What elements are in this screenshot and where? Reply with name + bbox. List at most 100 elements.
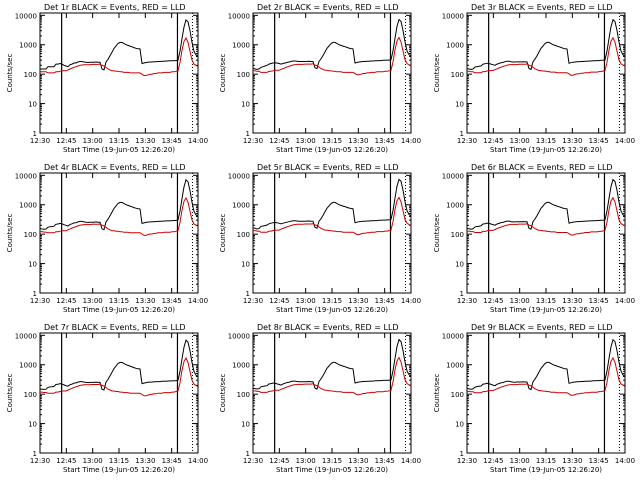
- series-lld-line: [40, 36, 199, 76]
- y-tick-label: 1: [460, 130, 464, 138]
- y-tick-label: 10: [241, 101, 250, 109]
- y-tick-label: 100: [237, 231, 250, 239]
- x-tick-label: 12:30: [243, 137, 263, 145]
- series-events-line: [40, 18, 199, 71]
- x-tick-label: 13:30: [348, 297, 368, 305]
- y-tick-label: 10: [455, 101, 464, 109]
- x-tick-label: 13:00: [83, 137, 103, 145]
- y-tick-label: 10: [28, 101, 37, 109]
- series-events-line: [39, 178, 199, 231]
- x-tick-label: 13:30: [562, 137, 582, 145]
- x-tick-label: 13:45: [589, 137, 609, 145]
- x-tick-label: 13:15: [322, 457, 342, 465]
- x-tick-label: 13:15: [322, 297, 342, 305]
- plot-title: Det 6r BLACK = Events, RED = LLD: [471, 163, 613, 172]
- x-tick-label: 13:15: [109, 297, 129, 305]
- y-tick-label: 1000: [446, 202, 464, 210]
- x-tick-label: 13:30: [135, 457, 155, 465]
- series-events-line: [252, 178, 412, 230]
- y-tick-label: 10: [28, 421, 37, 429]
- x-tick-label: 12:45: [483, 137, 503, 145]
- series-events-line: [252, 338, 412, 390]
- series-lld-line: [253, 356, 412, 396]
- plot-panel: Det 7r BLACK = Events, RED = LLD 1 10 100 10…: [6, 323, 208, 474]
- x-tick-label: 13:15: [109, 457, 129, 465]
- y-tick-label: 100: [451, 71, 464, 79]
- x-tick-label: 13:30: [562, 457, 582, 465]
- x-tick-label: 13:15: [109, 137, 129, 145]
- x-axis-label: Start Time (19-Jun-05 12:26:20): [490, 146, 602, 154]
- x-tick-label: 14:00: [188, 137, 208, 145]
- x-tick-label: 14:00: [615, 137, 635, 145]
- plot-title: Det 4r BLACK = Events, RED = LLD: [44, 163, 186, 172]
- x-axis-label: Start Time (19-Jun-05 12:26:20): [490, 466, 602, 474]
- plot-title: Det 9r BLACK = Events, RED = LLD: [471, 323, 613, 332]
- y-tick-label: 10000: [442, 172, 464, 180]
- series-events-line: [252, 18, 412, 70]
- x-tick-label: 14:00: [401, 137, 421, 145]
- y-axis-label: Counts/sec: [219, 54, 227, 93]
- series-events-line: [39, 339, 199, 391]
- plot-title: Det 7r BLACK = Events, RED = LLD: [44, 323, 186, 332]
- x-tick-label: 13:45: [162, 297, 182, 305]
- x-tick-label: 13:00: [510, 457, 530, 465]
- plot-frame: [252, 172, 412, 294]
- x-tick-label: 13:15: [536, 297, 556, 305]
- y-tick-label: 100: [237, 71, 250, 79]
- plot-panel: Det 5r BLACK = Events, RED = LLD 1 10 100 10…: [219, 163, 421, 314]
- y-tick-label: 10000: [15, 332, 37, 340]
- y-tick-label: 10000: [228, 172, 250, 180]
- x-tick-label: 14:00: [615, 297, 635, 305]
- x-axis-label: Start Time (19-Jun-05 12:26:20): [63, 146, 175, 154]
- plot-title: Det 8r BLACK = Events, RED = LLD: [257, 323, 399, 332]
- plot-panel: Det 9r BLACK = Events, RED = LLD 1 10 100 10…: [433, 323, 635, 474]
- y-tick-label: 1000: [232, 202, 250, 210]
- x-tick-label: 13:45: [375, 297, 395, 305]
- series-events-line: [466, 338, 626, 391]
- y-tick-label: 100: [24, 391, 37, 399]
- x-tick-label: 13:15: [322, 137, 342, 145]
- y-axis-label: Counts/sec: [433, 214, 441, 253]
- x-tick-label: 12:30: [457, 137, 477, 145]
- x-tick-label: 13:00: [83, 457, 103, 465]
- y-tick-label: 10000: [228, 12, 250, 20]
- y-tick-label: 1: [246, 450, 250, 458]
- x-tick-label: 13:30: [348, 457, 368, 465]
- y-tick-label: 10: [241, 421, 250, 429]
- series-lld-line: [253, 196, 412, 236]
- y-tick-label: 10: [455, 421, 464, 429]
- x-axis-label: Start Time (19-Jun-05 12:26:20): [63, 466, 175, 474]
- y-axis-label: Counts/sec: [6, 214, 14, 253]
- x-tick-label: 13:45: [162, 137, 182, 145]
- plot-title: Det 5r BLACK = Events, RED = LLD: [257, 163, 399, 172]
- x-tick-label: 13:15: [536, 457, 556, 465]
- y-tick-label: 1: [33, 290, 37, 298]
- x-tick-label: 13:15: [536, 137, 556, 145]
- x-tick-label: 12:45: [56, 457, 76, 465]
- series-events-line: [466, 18, 626, 71]
- y-tick-label: 10000: [228, 332, 250, 340]
- x-tick-label: 14:00: [615, 457, 635, 465]
- x-tick-label: 12:45: [269, 297, 289, 305]
- y-tick-label: 1000: [19, 202, 37, 210]
- y-tick-label: 100: [451, 391, 464, 399]
- series-lld-line: [467, 36, 626, 76]
- y-axis-label: Counts/sec: [219, 374, 227, 413]
- x-tick-label: 13:45: [375, 137, 395, 145]
- x-tick-label: 14:00: [401, 457, 421, 465]
- plot-frame: [39, 332, 199, 454]
- x-tick-label: 12:30: [457, 297, 477, 305]
- y-tick-label: 1000: [19, 42, 37, 50]
- x-tick-label: 13:00: [296, 297, 316, 305]
- y-tick-label: 100: [24, 231, 37, 239]
- plot-frame: [466, 332, 626, 454]
- y-tick-label: 10000: [442, 12, 464, 20]
- x-tick-label: 13:45: [589, 297, 609, 305]
- y-tick-label: 10000: [442, 332, 464, 340]
- x-axis-label: Start Time (19-Jun-05 12:26:20): [490, 306, 602, 314]
- plot-frame: [252, 332, 412, 454]
- y-axis-label: Counts/sec: [433, 374, 441, 413]
- plot-title: Det 2r BLACK = Events, RED = LLD: [257, 3, 399, 12]
- x-tick-label: 12:30: [30, 457, 50, 465]
- x-tick-label: 12:45: [483, 457, 503, 465]
